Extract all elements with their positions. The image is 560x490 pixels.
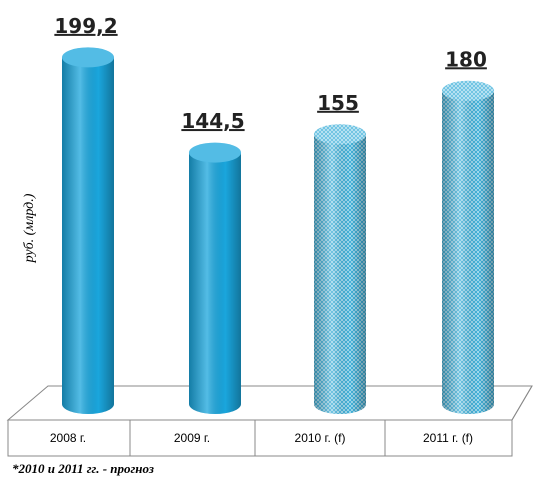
- y-axis-label: руб. (млрд.): [22, 193, 37, 263]
- cylinder-top-light: [189, 142, 241, 163]
- value-label: 144,5: [181, 109, 244, 133]
- bar-shade: [442, 90, 494, 405]
- footnote: *2010 и 2011 гг. - прогноз: [12, 461, 154, 476]
- x-tick-label: 2011 г. (f): [423, 431, 473, 445]
- bar-shade: [189, 152, 241, 404]
- cylinder-top-light: [442, 80, 494, 101]
- bar-shade: [314, 134, 366, 405]
- category-box: [7, 419, 513, 457]
- value-label: 155: [317, 91, 359, 115]
- cylinder-top: [442, 80, 494, 101]
- x-tick-label: 2010 г. (f): [295, 431, 346, 445]
- value-label: 180: [445, 47, 487, 71]
- x-tick-label: 2008 г.: [50, 431, 86, 445]
- cylinder-top: [314, 124, 366, 145]
- cylinder-top-light: [314, 124, 366, 145]
- value-label: 199,2: [54, 14, 117, 38]
- cylinder-top: [189, 142, 241, 163]
- floor-edge: [511, 385, 533, 421]
- bar-shade: [62, 57, 114, 404]
- x-tick-label: 2009 г.: [174, 431, 210, 445]
- cylinder-top-light: [62, 47, 114, 68]
- cylinder-top: [62, 47, 114, 68]
